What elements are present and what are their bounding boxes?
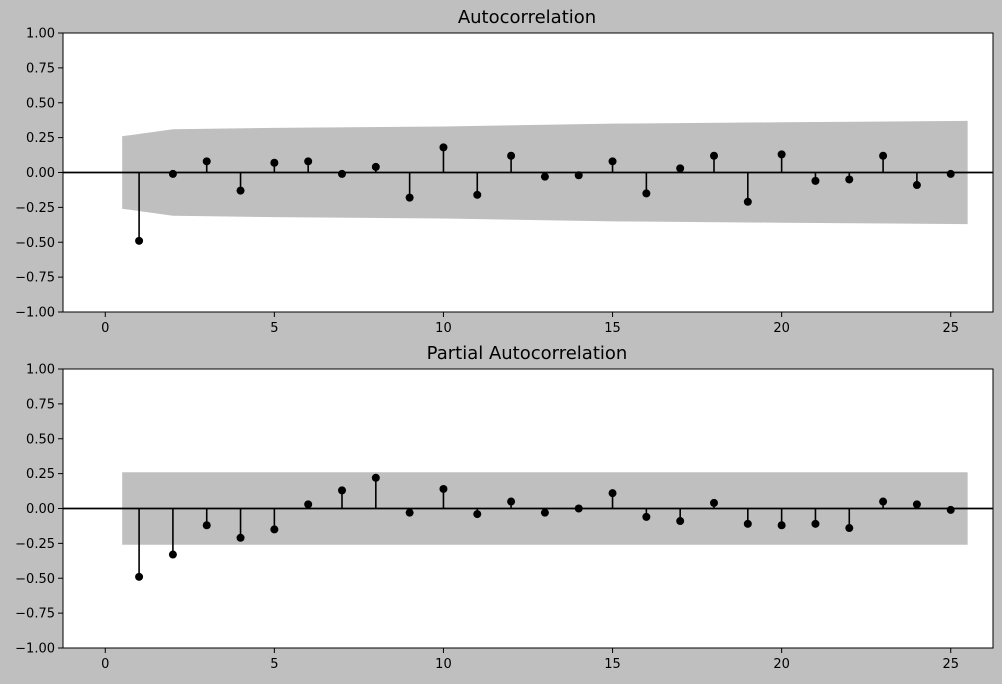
pacf-xtick-label: 25 [942,657,959,672]
pacf-point [236,533,245,542]
acf-point [608,157,617,166]
pacf-ytick-label: −0.25 [15,537,55,552]
pacf-point [777,521,786,530]
pacf-point [574,504,583,513]
acf-x-axis: 0 5 10 15 20 25 [101,312,959,336]
pacf-point [845,524,854,533]
acf-xtick-label: 20 [773,321,790,336]
pacf-ytick-label: −0.75 [15,607,55,622]
acf-title: Autocorrelation [458,7,596,28]
acf-xtick-label: 0 [101,321,109,336]
pacf-point [371,473,380,482]
acf-ytick-label: 1.00 [26,27,55,42]
acf-point [473,190,482,199]
pacf-x-axis: 0 5 10 15 20 25 [101,648,959,672]
acf-point [405,193,414,202]
pacf-point [811,519,820,528]
pacf-point [879,497,888,506]
pacf-point [608,489,617,498]
acf-point [236,186,245,195]
acf-point [202,157,211,166]
acf-point [168,169,177,178]
acf-ytick-label: −1.00 [15,306,55,321]
acf-xtick-label: 15 [604,321,621,336]
pacf-ytick-label: 0.25 [26,467,55,482]
acf-point [777,150,786,159]
pacf-ytick-label: −1.00 [15,642,55,657]
pacf-ytick-label: 1.00 [26,363,55,378]
pacf-point [743,519,752,528]
pacf-xtick-label: 10 [435,657,452,672]
pacf-point [135,572,144,581]
pacf-point [202,521,211,530]
acf-point [676,164,685,173]
acf-point [845,175,854,184]
acf-point [439,143,448,152]
acf-point [912,181,921,190]
pacf-point [270,525,279,534]
pacf-point [540,508,549,517]
pacf-plot-area [63,472,993,581]
acf-point [371,162,380,171]
acf-point [574,171,583,180]
pacf-point [676,517,685,526]
acf-ytick-label: −0.75 [15,271,55,286]
acf-point [811,176,820,185]
acf-point [304,157,313,166]
acf-xtick-label: 5 [270,321,278,336]
acf-point [338,169,346,178]
pacf-y-axis: 1.00 0.75 0.50 0.25 0.00 −0.25 −0.50 −0.… [15,363,63,657]
acf-point [270,158,279,167]
pacf-title: Partial Autocorrelation [427,343,628,364]
pacf-ytick-label: 0.75 [26,397,55,412]
acf-ytick-label: −0.25 [15,201,55,216]
acf-xtick-label: 10 [435,321,452,336]
acf-y-axis: 1.00 0.75 0.50 0.25 0.00 −0.25 −0.50 −0.… [15,27,63,321]
pacf-point [710,498,718,507]
acf-point [642,189,651,198]
pacf-point [439,484,448,493]
pacf-point [304,500,313,509]
pacf-point [642,512,651,521]
pacf-point [946,505,955,514]
acf-point [879,151,888,160]
acf-point [946,169,955,178]
pacf-ytick-label: 0.00 [26,502,55,517]
acf-panel: Autocorrelation 1.00 0.75 0.50 0.25 0.00… [15,7,994,336]
acf-ytick-label: 0.75 [26,61,55,76]
acf-point [507,151,516,160]
pacf-xtick-label: 0 [101,657,109,672]
acf-ytick-label: 0.25 [26,131,55,146]
acf-ytick-label: 0.00 [26,166,55,181]
acf-plot-area [63,120,993,245]
pacf-xtick-label: 15 [604,657,621,672]
pacf-point [338,486,346,495]
pacf-point [507,497,516,506]
acf-ytick-label: 0.50 [26,96,55,111]
acf-point [743,197,752,206]
acf-xtick-label: 25 [942,321,959,336]
pacf-point [405,508,414,517]
pacf-panel: Partial Autocorrelation 1.00 0.75 0.50 0… [15,343,994,672]
pacf-xtick-label: 20 [773,657,790,672]
pacf-ytick-label: −0.50 [15,572,55,587]
pacf-ytick-label: 0.50 [26,432,55,447]
pacf-point [473,510,482,519]
acf-point [710,151,718,160]
acf-point [540,172,549,181]
acf-point [135,236,144,245]
pacf-point [168,550,177,559]
pacf-xtick-label: 5 [270,657,278,672]
pacf-point [912,500,921,509]
acf-ytick-label: −0.50 [15,236,55,251]
